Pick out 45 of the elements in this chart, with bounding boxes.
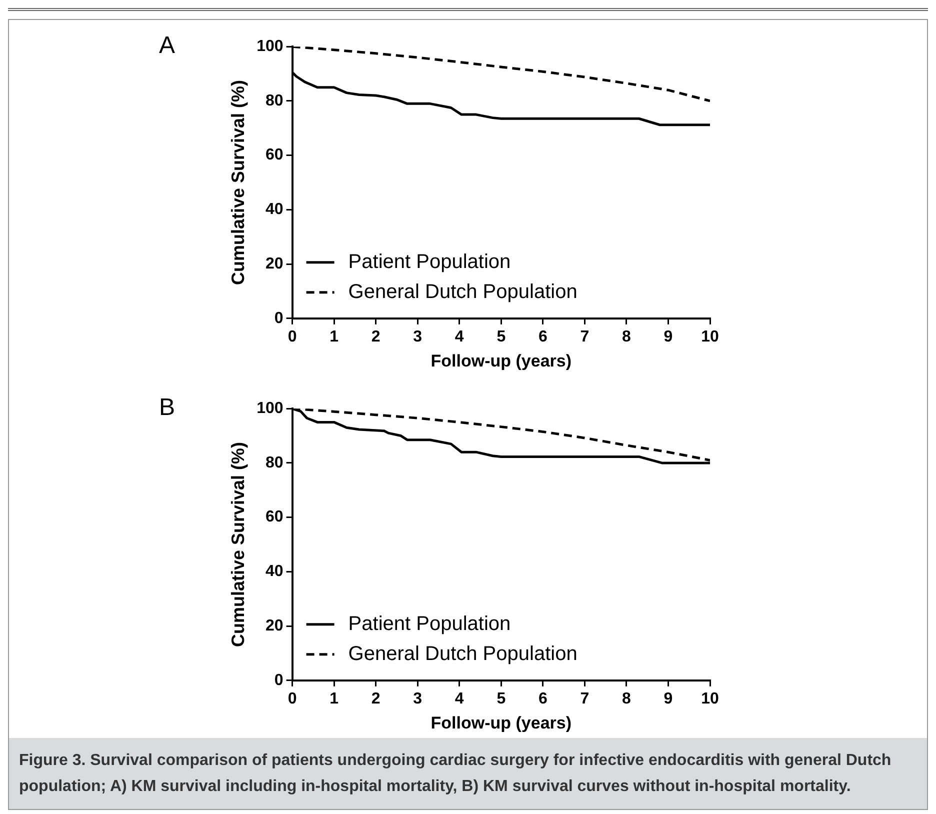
y-axis-title: Cumulative Survival (%) bbox=[228, 442, 248, 648]
x-tick-label: 8 bbox=[622, 690, 632, 708]
y-tick-label: 40 bbox=[266, 201, 284, 218]
y-tick-label: 0 bbox=[274, 672, 284, 689]
x-tick-label: 2 bbox=[371, 690, 380, 708]
y-tick-label: 20 bbox=[266, 617, 284, 634]
x-tick-label: 7 bbox=[580, 328, 590, 346]
x-tick-label: 7 bbox=[580, 690, 590, 708]
x-tick-label: 9 bbox=[664, 328, 673, 346]
x-tick-label: 1 bbox=[330, 690, 339, 708]
x-axis-title: Follow-up (years) bbox=[430, 713, 572, 732]
x-tick-label: 1 bbox=[330, 328, 339, 346]
chart-title: B bbox=[159, 394, 176, 422]
x-tick-label: 9 bbox=[664, 690, 673, 708]
legend-label: Patient Population bbox=[348, 612, 511, 635]
x-tick-label: 3 bbox=[413, 328, 422, 346]
caption: Figure 3. Survival comparison of patients undergoing cardiac surgery for infective endocarditis with general Dutch population; A) KM survival including in-hospital mortality, B) KM survival curves without in-hospital mortality. bbox=[9, 738, 927, 810]
x-tick-label: 4 bbox=[454, 690, 464, 708]
x-tick-label: 0 bbox=[288, 690, 297, 708]
x-tick-label: 10 bbox=[701, 328, 719, 346]
x-tick-label: 2 bbox=[371, 328, 380, 346]
y-tick-label: 60 bbox=[266, 508, 284, 526]
x-tick-label: 5 bbox=[496, 328, 506, 346]
x-axis-title: Follow-up (years) bbox=[430, 351, 572, 370]
y-tick-label: 80 bbox=[266, 454, 284, 472]
x-tick-label: 10 bbox=[701, 690, 719, 708]
x-tick-label: 3 bbox=[413, 690, 422, 708]
y-tick-label: 0 bbox=[274, 310, 284, 327]
x-tick-label: 6 bbox=[538, 328, 548, 346]
chart-title: A bbox=[159, 32, 176, 60]
x-tick-label: 6 bbox=[538, 690, 548, 708]
legend-label: General Dutch Population bbox=[348, 280, 578, 303]
x-tick-label: 0 bbox=[288, 328, 297, 346]
y-axis-title: Cumulative Survival (%) bbox=[228, 80, 248, 286]
x-tick-label: 8 bbox=[622, 328, 632, 346]
x-tick-label: 4 bbox=[454, 328, 464, 346]
legend-label: Patient Population bbox=[348, 250, 511, 273]
y-tick-label: 40 bbox=[266, 563, 284, 580]
y-tick-label: 20 bbox=[266, 255, 284, 272]
y-tick-label: 60 bbox=[266, 146, 284, 164]
legend-label: General Dutch Population bbox=[348, 642, 578, 665]
x-tick-label: 5 bbox=[496, 690, 506, 708]
y-tick-label: 80 bbox=[266, 92, 284, 110]
y-tick-label: 100 bbox=[256, 38, 284, 56]
y-tick-label: 100 bbox=[256, 400, 284, 418]
